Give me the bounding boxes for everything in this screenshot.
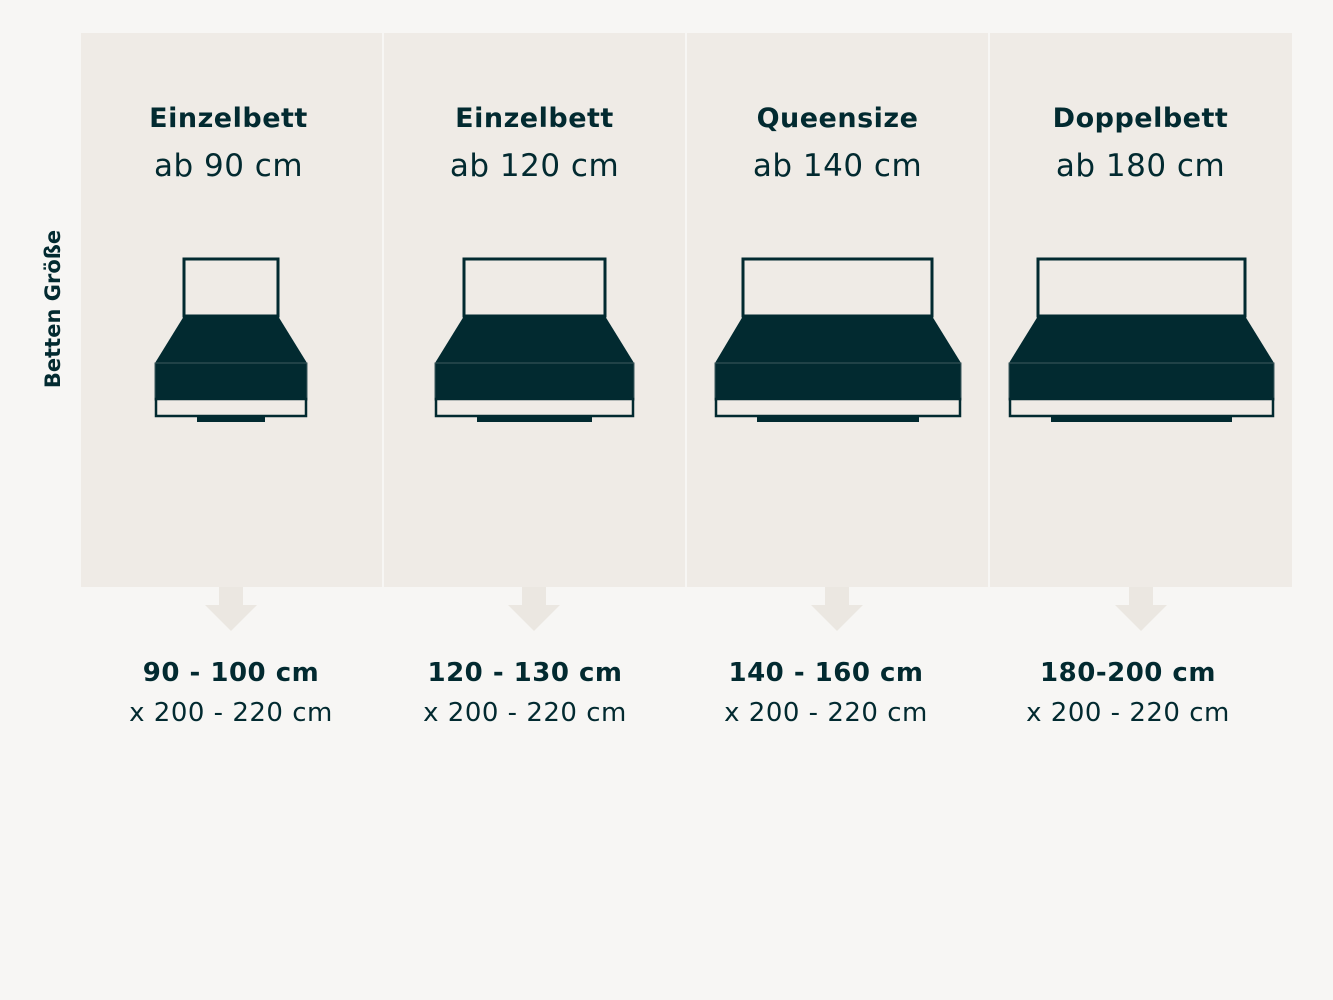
bed-frame-icon bbox=[1008, 397, 1275, 418]
bed-blanket-icon bbox=[155, 316, 307, 363]
bed-foot-icon bbox=[477, 416, 592, 422]
size-range: 180-200 cm bbox=[1040, 658, 1216, 688]
size-range: 120 - 130 cm bbox=[427, 658, 623, 688]
bed-mattress-icon bbox=[1008, 362, 1275, 401]
bed-frame-icon bbox=[714, 397, 962, 418]
length-range: x 200 - 220 cm bbox=[423, 698, 627, 728]
bed-foot-icon bbox=[757, 416, 919, 422]
bed-headboard-icon bbox=[462, 257, 607, 318]
bed-panel-2: Einzelbett ab 120 cm bbox=[384, 33, 685, 587]
bed-frame-icon bbox=[154, 397, 308, 418]
bed-min-width: ab 120 cm bbox=[449, 148, 620, 184]
bed-mattress-icon bbox=[434, 362, 635, 401]
bed-title: Doppelbett bbox=[1052, 103, 1229, 134]
bed-min-width: ab 140 cm bbox=[752, 148, 923, 184]
size-range: 90 - 100 cm bbox=[142, 658, 320, 688]
bed-blanket-icon bbox=[1009, 316, 1274, 363]
length-range: x 200 - 220 cm bbox=[1026, 698, 1230, 728]
arrow-down-icon bbox=[205, 587, 257, 631]
bed-frame-icon bbox=[434, 397, 635, 418]
bed-blanket-icon bbox=[715, 316, 961, 363]
bed-headboard-icon bbox=[182, 257, 280, 318]
size-range: 140 - 160 cm bbox=[728, 658, 924, 688]
bed-title: Einzelbett bbox=[149, 103, 308, 134]
bed-foot-icon bbox=[1051, 416, 1232, 422]
arrow-down-icon bbox=[508, 587, 560, 631]
length-range: x 200 - 220 cm bbox=[129, 698, 333, 728]
bed-mattress-icon bbox=[714, 362, 962, 401]
bed-title: Einzelbett bbox=[455, 103, 614, 134]
bed-foot-icon bbox=[197, 416, 265, 422]
bed-title: Queensize bbox=[756, 103, 919, 134]
bed-mattress-icon bbox=[154, 362, 308, 401]
arrow-down-icon bbox=[1115, 587, 1167, 631]
bed-blanket-icon bbox=[435, 316, 634, 363]
bed-headboard-icon bbox=[741, 257, 934, 318]
bed-min-width: ab 90 cm bbox=[153, 148, 304, 184]
bed-headboard-icon bbox=[1036, 257, 1247, 318]
length-range: x 200 - 220 cm bbox=[724, 698, 928, 728]
arrow-down-icon bbox=[811, 587, 863, 631]
bed-min-width: ab 180 cm bbox=[1055, 148, 1226, 184]
